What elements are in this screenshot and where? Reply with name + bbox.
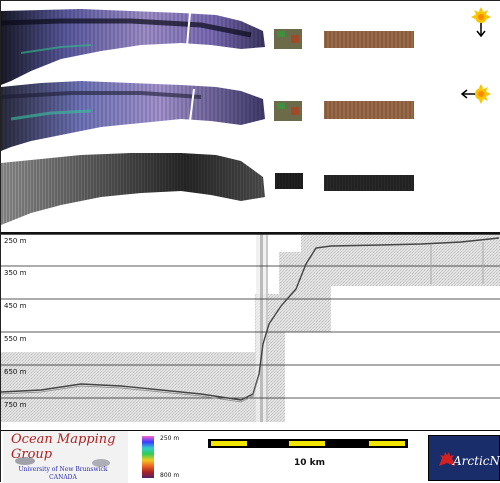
depth-label-650: 650 m: [4, 368, 27, 376]
scale-bar: [208, 439, 408, 448]
footer: Ocean Mapping Group University of New Br…: [1, 431, 500, 483]
sun-light-down-icon: [471, 7, 491, 38]
backscatter-swath: [1, 153, 414, 225]
arcticnet-logo: ArcticNet: [428, 435, 500, 481]
colorbar-top-label: 250 m: [160, 435, 180, 442]
sun-light-left-icon: [460, 84, 491, 104]
depth-profile-panel: 250 m 350 m 450 m 550 m 650 m 750 m: [0, 234, 500, 431]
depth-label-550: 550 m: [4, 335, 27, 343]
bathymetry-swath-top: [0, 9, 414, 85]
arcticnet-label: ArcticNet: [453, 454, 500, 468]
depth-label-350: 350 m: [4, 269, 27, 277]
bathymetry-swath-middle: [0, 81, 414, 151]
swath-maps: [0, 7, 491, 225]
depth-colorbar: [142, 436, 154, 478]
seabed-profile-line: [0, 237, 500, 401]
maple-leaf-icon: [439, 452, 455, 466]
ocean-mapping-group-logo: Ocean Mapping Group University of New Br…: [3, 431, 128, 483]
colorbar-bottom-label: 800 m: [160, 472, 180, 479]
whale-icon: [15, 457, 110, 467]
org-university: University of New Brunswick: [18, 466, 108, 473]
scale-label: 10 km: [294, 458, 326, 468]
depth-label-450: 450 m: [4, 302, 27, 310]
org-country: CANADA: [49, 474, 77, 481]
swath-map-panel: [0, 1, 500, 234]
depth-profile: [0, 234, 500, 422]
depth-label-750: 750 m: [4, 401, 27, 409]
depth-grid: [1, 234, 500, 399]
depth-label-250: 250 m: [4, 237, 27, 245]
